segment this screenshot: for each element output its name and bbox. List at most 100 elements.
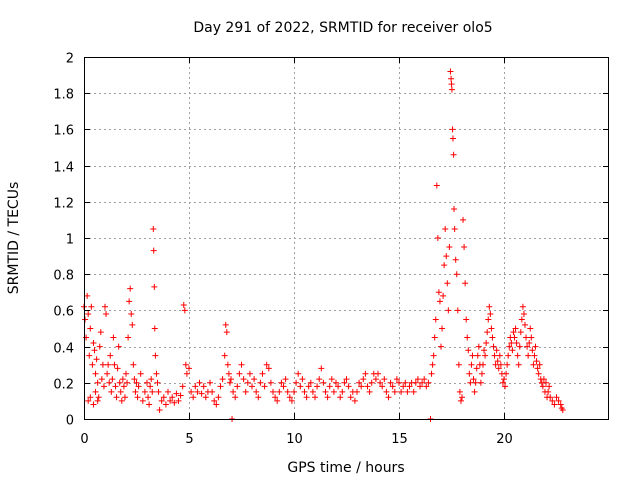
data-point <box>347 394 354 401</box>
data-point <box>474 352 481 359</box>
plot-frame <box>84 57 609 420</box>
data-point <box>92 370 99 377</box>
data-point <box>499 379 506 386</box>
data-point <box>473 365 480 372</box>
data-points <box>81 68 566 422</box>
data-point <box>383 388 390 395</box>
data-point <box>444 280 451 287</box>
data-point <box>115 343 122 350</box>
data-point <box>423 383 430 390</box>
data-point <box>312 394 318 401</box>
data-point <box>417 383 423 390</box>
data-point <box>128 311 135 318</box>
data-point <box>221 352 228 359</box>
data-point <box>531 352 538 359</box>
data-point <box>324 394 331 401</box>
data-point <box>280 383 287 390</box>
data-point <box>82 316 89 323</box>
data-point <box>85 397 92 404</box>
data-point <box>278 379 285 386</box>
data-point <box>259 370 266 377</box>
data-point <box>169 394 176 401</box>
data-point <box>445 307 452 314</box>
data-point <box>98 376 105 383</box>
data-point <box>440 292 447 299</box>
data-point <box>156 406 163 413</box>
data-point <box>448 81 455 88</box>
data-point <box>404 388 411 395</box>
data-point <box>555 397 562 404</box>
data-point <box>333 379 339 386</box>
x-tick-label: 15 <box>391 432 408 447</box>
data-point <box>263 361 270 368</box>
data-point <box>448 86 455 93</box>
data-point <box>485 316 492 323</box>
data-point <box>345 383 352 390</box>
data-point <box>497 361 504 368</box>
data-point <box>87 394 94 401</box>
data-point <box>517 329 524 336</box>
data-point <box>326 383 333 390</box>
data-point <box>528 334 535 341</box>
data-point <box>529 347 536 354</box>
data-point <box>459 394 465 401</box>
data-point <box>228 376 234 383</box>
y-tick-label: 0.4 <box>53 342 74 357</box>
data-point <box>375 370 381 377</box>
data-point <box>455 361 462 368</box>
data-point <box>213 401 220 408</box>
x-tick-label: 20 <box>496 432 513 447</box>
data-point <box>441 262 448 269</box>
data-point <box>421 376 428 383</box>
data-point <box>257 379 264 386</box>
data-point <box>322 388 329 395</box>
data-point <box>493 347 500 354</box>
data-point <box>443 253 450 260</box>
data-point <box>451 225 458 232</box>
data-point <box>147 383 154 390</box>
data-point <box>557 401 564 408</box>
data-point <box>188 388 195 395</box>
data-point <box>96 343 103 350</box>
data-point <box>515 361 522 368</box>
data-point <box>120 383 127 390</box>
data-point <box>481 347 488 354</box>
data-point <box>519 303 526 310</box>
chart-title: Day 291 of 2022, SRMTID for receiver olo… <box>193 20 492 36</box>
data-point <box>464 334 471 341</box>
data-point <box>297 383 304 390</box>
data-point <box>110 334 117 341</box>
data-point <box>496 352 503 359</box>
data-point <box>442 225 449 232</box>
data-point <box>92 388 99 395</box>
data-point <box>527 325 534 332</box>
data-point <box>475 343 482 350</box>
data-point <box>219 376 226 383</box>
data-point <box>211 397 218 404</box>
data-point <box>468 361 475 368</box>
data-point <box>414 376 421 383</box>
data-point <box>462 280 469 287</box>
data-point <box>406 383 413 390</box>
data-point <box>477 379 484 386</box>
data-point <box>339 388 346 395</box>
data-point <box>512 325 519 332</box>
data-point <box>86 352 93 359</box>
data-point <box>372 376 379 383</box>
data-point <box>123 370 129 377</box>
y-tick-label: 1.2 <box>53 197 74 212</box>
x-tick-label: 0 <box>80 432 88 447</box>
data-point <box>149 388 156 395</box>
data-point <box>84 292 91 299</box>
data-point <box>526 339 533 346</box>
data-point <box>320 379 327 386</box>
data-point <box>483 339 490 346</box>
data-point <box>343 376 350 383</box>
data-point <box>439 325 446 332</box>
data-point <box>116 379 123 386</box>
data-point <box>543 379 549 386</box>
data-point <box>222 321 229 328</box>
data-point <box>502 383 509 390</box>
data-point <box>141 388 148 395</box>
